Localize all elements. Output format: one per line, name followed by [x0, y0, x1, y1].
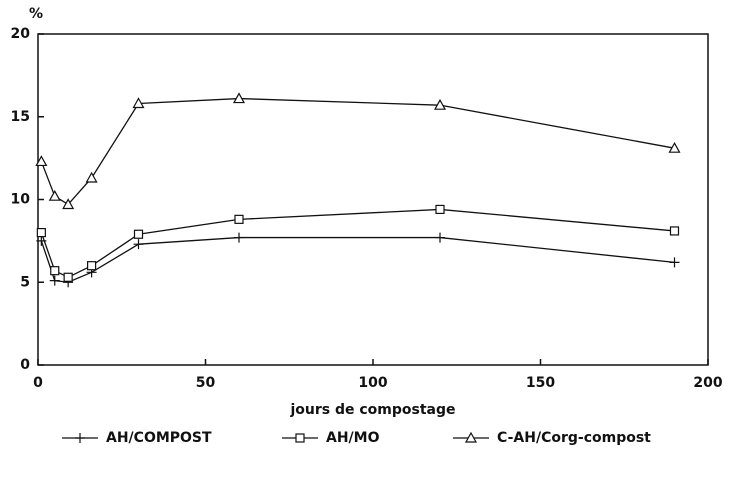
plot-frame — [37, 33, 709, 366]
marker — [668, 141, 681, 153]
marker — [234, 232, 244, 243]
y-unit: % — [29, 6, 43, 22]
marker — [232, 92, 246, 104]
x-axis-label: jours de compostage — [289, 402, 455, 418]
y-tick-label: 20 — [11, 26, 31, 42]
y-tick-label: 15 — [11, 109, 30, 125]
legend-item: AH/COMPOST — [62, 430, 212, 446]
marker — [50, 266, 60, 276]
marker — [133, 229, 144, 239]
marker — [669, 257, 680, 268]
y-tick-label: 5 — [20, 274, 30, 290]
marker — [62, 198, 75, 210]
marker — [132, 97, 145, 109]
marker — [63, 272, 73, 282]
marker — [433, 98, 447, 110]
marker — [48, 189, 61, 201]
marker — [435, 232, 445, 243]
marker — [133, 239, 144, 250]
series-line — [40, 97, 675, 206]
x-tick-label: 150 — [526, 375, 555, 391]
marker — [464, 431, 478, 443]
marker — [295, 433, 305, 443]
x-tick-label: 200 — [693, 375, 722, 391]
legend-label: AH/COMPOST — [106, 430, 212, 446]
x-tick-label: 0 — [33, 375, 43, 391]
x-tick-label: 50 — [196, 375, 216, 391]
x-tick-label: 100 — [358, 375, 387, 391]
marker — [86, 261, 97, 271]
marker — [75, 433, 85, 443]
marker — [234, 214, 244, 224]
y-tick-label: 10 — [11, 192, 31, 208]
legend-item: C-AH/Corg-compost — [453, 430, 651, 446]
y-tick-label: 0 — [20, 357, 30, 373]
marker — [49, 275, 60, 286]
legend-label: C-AH/Corg-compost — [497, 430, 651, 446]
marker — [85, 171, 98, 183]
series-line — [40, 208, 675, 279]
marker — [669, 226, 680, 236]
legend-label: AH/MO — [326, 430, 380, 446]
marker — [36, 228, 46, 238]
legend-item: AH/MO — [282, 430, 380, 446]
marker — [35, 155, 48, 167]
marker — [435, 204, 445, 215]
